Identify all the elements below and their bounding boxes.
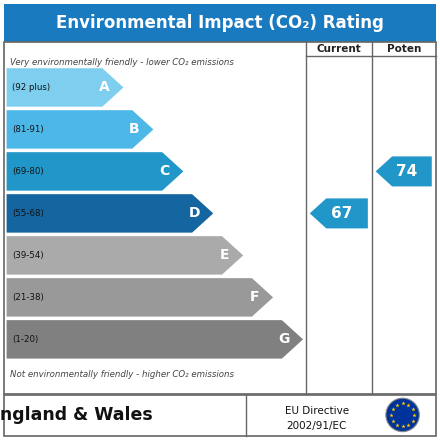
Text: G: G	[279, 332, 290, 346]
Text: Poten: Poten	[386, 44, 421, 54]
Text: (55-68): (55-68)	[12, 209, 44, 218]
Text: (81-91): (81-91)	[12, 125, 44, 134]
Text: Not environmentally friendly - higher CO₂ emissions: Not environmentally friendly - higher CO…	[10, 370, 234, 378]
Bar	[4, 42, 436, 394]
Text: England & Wales: England & Wales	[0, 406, 153, 424]
Text: 2002/91/EC: 2002/91/EC	[286, 421, 347, 431]
Text: D: D	[189, 206, 200, 220]
Polygon shape	[7, 320, 303, 359]
Polygon shape	[7, 110, 154, 149]
Polygon shape	[7, 152, 183, 191]
Text: Current: Current	[316, 44, 361, 54]
Text: (39-54): (39-54)	[12, 251, 44, 260]
Polygon shape	[376, 156, 432, 187]
Bar	[4, 395, 436, 436]
Text: F: F	[249, 290, 259, 304]
Polygon shape	[7, 236, 243, 275]
Polygon shape	[7, 194, 213, 233]
Text: (21-38): (21-38)	[12, 293, 44, 302]
Text: B: B	[129, 122, 140, 136]
Bar	[4, 4, 436, 42]
Circle shape	[386, 398, 419, 432]
Text: C: C	[159, 165, 169, 178]
Polygon shape	[7, 68, 124, 106]
Polygon shape	[310, 198, 368, 228]
Text: 67: 67	[331, 206, 352, 221]
Text: (1-20): (1-20)	[12, 335, 38, 344]
Text: Environmental Impact (CO₂) Rating: Environmental Impact (CO₂) Rating	[56, 14, 384, 32]
Text: (92 plus): (92 plus)	[12, 83, 50, 92]
Text: (69-80): (69-80)	[12, 167, 44, 176]
Text: A: A	[99, 81, 110, 95]
Text: Very environmentally friendly - lower CO₂ emissions: Very environmentally friendly - lower CO…	[10, 58, 234, 67]
Text: 74: 74	[396, 164, 417, 179]
Text: EU Directive: EU Directive	[285, 406, 349, 415]
Polygon shape	[7, 278, 273, 317]
Text: E: E	[220, 249, 229, 262]
